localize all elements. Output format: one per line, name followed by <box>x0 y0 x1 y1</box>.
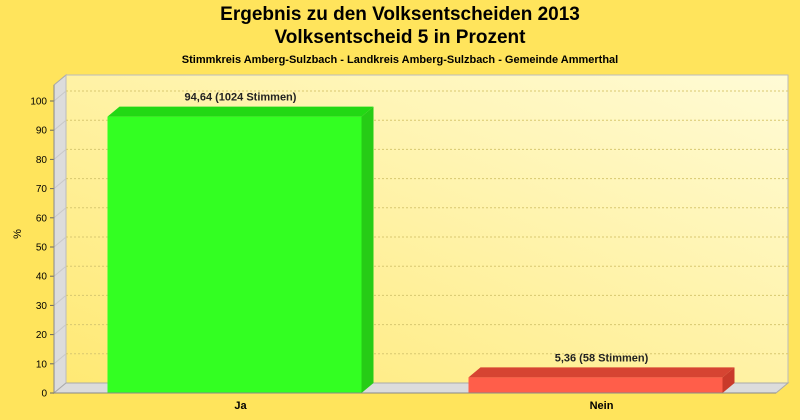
y-tick-label: 40 <box>36 272 48 283</box>
y-tick-label: 30 <box>36 301 48 312</box>
y-axis-label: % <box>12 229 24 239</box>
grid-line-side <box>53 207 67 219</box>
y-tick-label: 90 <box>36 126 48 137</box>
x-tick-label: Nein <box>590 400 614 412</box>
y-tick-label: 70 <box>36 184 48 195</box>
y-tick-label: 80 <box>36 155 48 166</box>
bar-data-label: 5,36 (58 Stimmen) <box>555 352 649 364</box>
grid-line-side <box>53 149 67 160</box>
y-tick-label: 0 <box>41 389 47 400</box>
bar-top <box>107 106 374 117</box>
bar-face <box>468 377 723 393</box>
bar-data-label: 94,64 (1024 Stimmen) <box>185 92 297 104</box>
grid-line-side <box>53 236 67 248</box>
grid-line-side <box>53 265 67 277</box>
bar-ja <box>107 106 374 394</box>
bar-face <box>107 116 362 394</box>
chart-subtitle: Volksentscheid 5 in Prozent <box>274 27 526 48</box>
grid-line-side <box>53 353 67 365</box>
y-tick-label: 100 <box>30 97 47 108</box>
grid-line-side <box>53 178 67 189</box>
y-tick-label: 20 <box>36 330 48 341</box>
y-tick-label: 10 <box>36 359 48 370</box>
y-tick-label: 60 <box>36 213 48 224</box>
grid-line-side <box>53 119 67 131</box>
chart-region: Stimmkreis Amberg-Sulzbach - Landkreis A… <box>181 54 619 66</box>
x-tick-label: Ja <box>234 400 247 412</box>
plot-side-wall <box>53 73 67 395</box>
bar-nein <box>468 367 735 393</box>
chart-title: Ergebnis zu den Volksentscheiden 2013 <box>220 4 580 25</box>
y-tick-label: 50 <box>36 243 48 254</box>
grid-line-side <box>53 295 67 306</box>
bar-side <box>722 367 735 393</box>
bar-top <box>468 367 735 378</box>
grid-line-side <box>53 90 67 102</box>
grid-line-side <box>53 324 67 335</box>
bar-side <box>361 106 374 394</box>
